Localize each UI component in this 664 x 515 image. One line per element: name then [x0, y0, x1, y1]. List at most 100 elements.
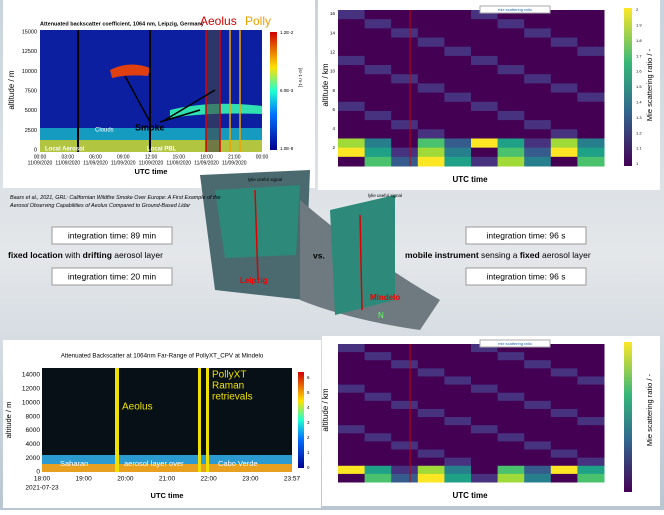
- heatmap-cell: [338, 157, 365, 167]
- heatmap-cell: [444, 47, 471, 57]
- heatmap-cell: [551, 360, 578, 369]
- heatmap-cell: [391, 417, 418, 426]
- x-tick-label: 11/09/2020: [222, 160, 247, 166]
- heatmap-cell: [524, 111, 551, 121]
- heatmap-cell: [418, 409, 445, 418]
- heatmap-cell: [418, 83, 445, 93]
- heatmap-cell: [391, 450, 418, 459]
- heatmap-cell: [498, 56, 525, 66]
- heatmap-cell: [365, 352, 392, 361]
- y-tick-label: 12500: [22, 49, 37, 55]
- heatmap-cell: [418, 102, 445, 112]
- heatmap-cell: [471, 129, 498, 139]
- heatmap-cell: [444, 120, 471, 130]
- legend: mie scattering ratio: [498, 341, 533, 346]
- heatmap-cell: [391, 19, 418, 29]
- heatmap-cell: [471, 441, 498, 450]
- heatmap-cell: [418, 474, 445, 483]
- heatmap-cell: [524, 417, 551, 426]
- heatmap-cell: [577, 38, 604, 48]
- heatmap-cell: [338, 47, 365, 57]
- y-tick-label: 0: [34, 147, 37, 153]
- heatmap-cell: [444, 393, 471, 402]
- heatmap-cell: [524, 120, 551, 130]
- heatmap-cell: [551, 83, 578, 93]
- heatmap-cell: [577, 83, 604, 93]
- heatmap-cell: [418, 47, 445, 57]
- heatmap-cell: [471, 417, 498, 426]
- heatmap-cell: [444, 111, 471, 121]
- heatmap-cell: [498, 138, 525, 148]
- heatmap-cell: [338, 120, 365, 130]
- colorbar-label: 1.0E-8: [280, 146, 294, 151]
- heatmap-cell: [418, 401, 445, 410]
- heatmap-cell: [551, 450, 578, 459]
- y-tick-label: 10: [330, 69, 336, 74]
- heatmap-cell: [498, 148, 525, 158]
- heatmap-cell: [365, 474, 392, 483]
- heatmap-cell: [471, 56, 498, 66]
- heatmap-cell: [577, 47, 604, 57]
- y-tick-label: 14000: [22, 372, 40, 379]
- heatmap-cell: [391, 47, 418, 57]
- annotation: Smoke: [135, 122, 165, 132]
- heatmap-cell: [524, 368, 551, 377]
- y-tick-label: 0: [36, 469, 40, 476]
- polly-line: [206, 368, 209, 472]
- annotation: aerosol layer over: [124, 459, 184, 468]
- heatmap-cell: [444, 441, 471, 450]
- heatmap-cell: [577, 417, 604, 426]
- annotation: Aeolus: [122, 402, 153, 413]
- heatmap-cell: [418, 93, 445, 103]
- heatmap-cell: [418, 393, 445, 402]
- heatmap-cell: [418, 138, 445, 148]
- heatmap-cell: [524, 409, 551, 418]
- heatmap-cell: [365, 344, 392, 353]
- heatmap-cell: [365, 441, 392, 450]
- heatmap-cell: [338, 38, 365, 48]
- heatmap-cell: [444, 129, 471, 139]
- heatmap-cell: [365, 385, 392, 394]
- heatmap-cell: [391, 368, 418, 377]
- heatmap-cell: [418, 38, 445, 48]
- heatmap-cell: [444, 417, 471, 426]
- y-tick-label: 7500: [25, 88, 37, 94]
- heatmap-cell: [418, 129, 445, 139]
- x-tick-label: 11/09/2020: [166, 160, 191, 166]
- heatmap-cell: [471, 19, 498, 29]
- axis-label: altitude / m: [7, 70, 16, 109]
- heatmap-cell: [551, 344, 578, 353]
- heatmap-cell: [524, 65, 551, 75]
- caption-part: drifting: [83, 250, 112, 260]
- heatmap-cell: [391, 433, 418, 442]
- heatmap-cell: [551, 56, 578, 66]
- heatmap-cell: [498, 83, 525, 93]
- x-tick-label: 23:57: [284, 476, 301, 483]
- heatmap-cell: [365, 129, 392, 139]
- heatmap-cell: [391, 360, 418, 369]
- heatmap-cell: [338, 385, 365, 394]
- note: lylie useful signal: [248, 177, 282, 182]
- heatmap-cell: [471, 138, 498, 148]
- heatmap-cell: [365, 157, 392, 167]
- heatmap-cell: [577, 74, 604, 84]
- heatmap-cell: [577, 425, 604, 434]
- heatmap-cell: [444, 102, 471, 112]
- heatmap-cell: [577, 129, 604, 139]
- annotation: Cabo Verde: [218, 459, 258, 468]
- heatmap-cell: [471, 111, 498, 121]
- heatmap-cell: [471, 409, 498, 418]
- caption-part: aerosol layer: [112, 250, 163, 260]
- heatmap-cell: [365, 28, 392, 38]
- heatmap-cell: [551, 425, 578, 434]
- heatmap-cell: [444, 93, 471, 103]
- annotation: Raman: [212, 381, 244, 392]
- heatmap-cell: [338, 360, 365, 369]
- city: Mindelo: [370, 293, 400, 302]
- heatmap-cell: [444, 360, 471, 369]
- heatmap-cell: [418, 56, 445, 66]
- heatmap-cell: [551, 129, 578, 139]
- x-tick-label: 23:00: [242, 476, 259, 483]
- axis-label: altitude / m: [4, 402, 13, 439]
- y-tick-label: 16: [330, 11, 336, 16]
